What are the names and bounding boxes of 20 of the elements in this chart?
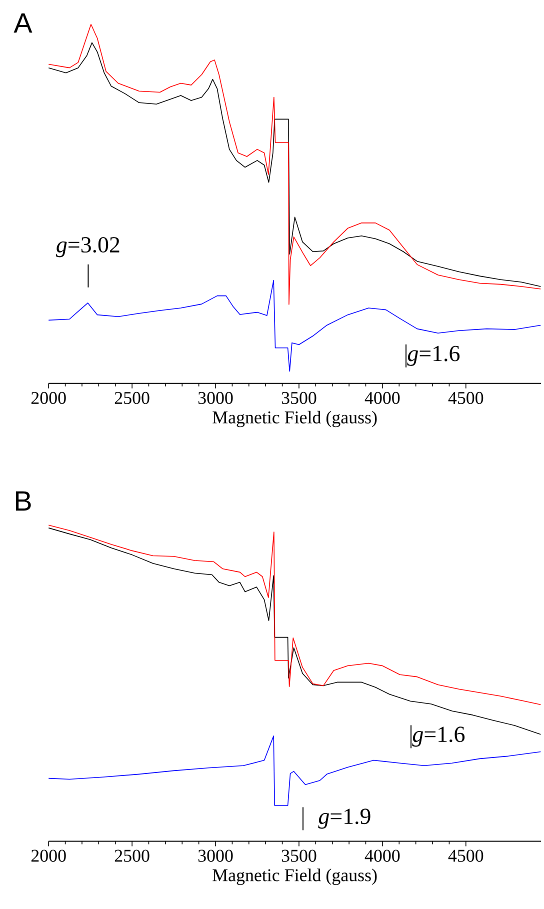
x-tick-label: 3000 [198,850,233,862]
x-tick-label: 3500 [282,392,316,404]
x-tick-label: 4000 [364,850,400,862]
x-tick-label: 2000 [31,392,66,404]
annotation: g=1.9 [318,808,370,829]
chart-title: B [16,491,31,511]
x-tick-label: 4500 [448,392,484,404]
x-axis-title: Magnetic Field (gauss) [212,868,377,885]
x-tick-label: 2000 [31,850,66,862]
x-tick-label: 3500 [282,850,316,862]
chart-title: A [14,13,32,33]
x-tick-label: 4500 [448,850,484,862]
annotation: g=1.6 [407,346,460,366]
x-axis-title: Magnetic Field (gauss) [212,410,377,428]
x-tick-label: 4000 [364,392,400,404]
annotation: g=1.6 [412,726,465,747]
x-tick-label: 3000 [198,392,233,404]
x-tick-label: 2500 [114,850,150,862]
x-tick-label: 2500 [114,392,150,404]
annotation: g=3.02 [56,237,120,258]
